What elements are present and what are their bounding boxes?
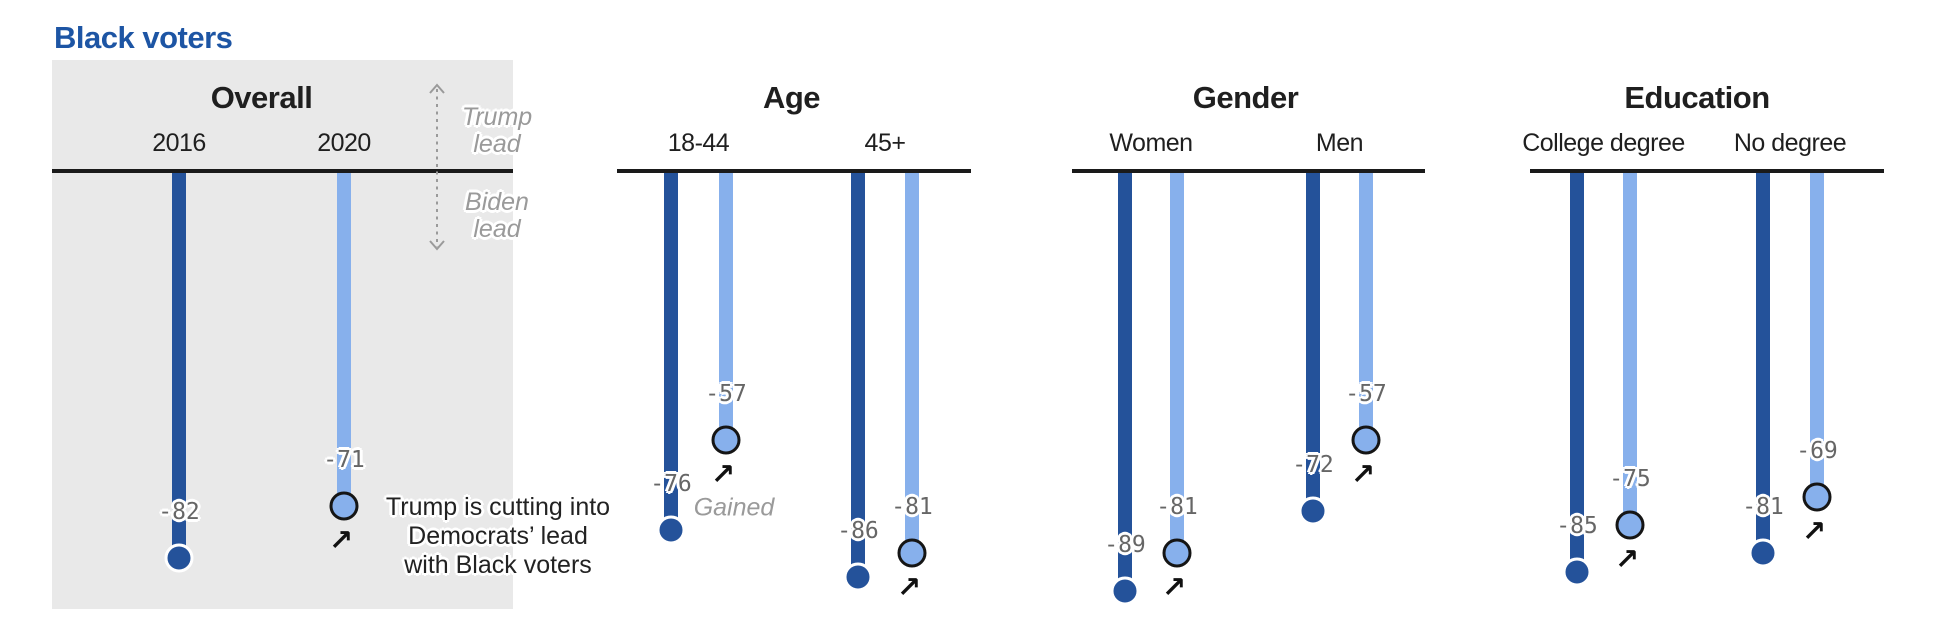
gained-arrow-icon: ↗ [710, 457, 736, 491]
gained-note: Gained [693, 493, 775, 522]
trend-annotation-line: Trump is cutting into [385, 493, 611, 521]
biden-lead-line: Biden [465, 188, 529, 216]
section-title-age: Age [762, 80, 821, 115]
group-label: Men [1315, 129, 1364, 157]
endpoint-2020 [897, 538, 927, 568]
lead-direction-arrow-icon [429, 83, 445, 251]
bar-2016 [172, 171, 186, 558]
gained-arrow-icon: ↗ [1801, 514, 1827, 548]
bar-2020 [1810, 171, 1824, 497]
trend-annotation-line: with Black voters [404, 551, 592, 579]
gained-arrow-icon: ↗ [1614, 542, 1640, 576]
zero-baseline-education [1530, 169, 1884, 173]
zero-baseline-gender [1072, 169, 1425, 173]
endpoint-2016 [1298, 496, 1328, 526]
trend-annotation-line: Democrats’ lead [408, 522, 588, 550]
zero-baseline-overall [52, 169, 513, 173]
bar-2016 [1306, 171, 1320, 511]
value-label: -89 [1104, 532, 1146, 558]
trump-lead-label: Trump lead [462, 104, 532, 158]
value-label: -69 [1796, 438, 1838, 464]
endpoint-2016 [164, 543, 194, 573]
endpoint-2020 [711, 425, 741, 455]
endpoint-2020 [1351, 425, 1381, 455]
bar-2020 [1359, 171, 1373, 440]
value-label: -85 [1556, 513, 1598, 539]
biden-lead-label: Biden lead [465, 189, 529, 243]
group-label: 2016 [152, 129, 206, 157]
endpoint-2016 [1110, 576, 1140, 606]
section-title-education: Education [1624, 80, 1770, 115]
bar-2016 [664, 171, 678, 530]
endpoint-2020 [329, 491, 359, 521]
bar-2016 [1756, 171, 1770, 553]
value-label: -72 [1292, 452, 1334, 478]
endpoint-2020 [1615, 510, 1645, 540]
bar-2020 [905, 171, 919, 553]
endpoint-2016 [1562, 557, 1592, 587]
trump-lead-line: Trump [461, 103, 533, 131]
gained-arrow-icon: ↗ [1161, 570, 1187, 604]
gained-arrow-icon: ↗ [328, 523, 354, 557]
trump-lead-line: lead [473, 130, 521, 158]
group-label: 18-44 [667, 129, 730, 157]
group-label: 2020 [317, 129, 371, 157]
gained-arrow-icon: ↗ [1350, 457, 1376, 491]
bar-2020 [1170, 171, 1184, 553]
biden-lead-line: lead [473, 215, 521, 243]
section-title-gender: Gender [1192, 80, 1299, 115]
value-label: -75 [1609, 466, 1651, 492]
bar-2020 [337, 171, 351, 506]
trend-annotation: Trump is cutting into Democrats’ lead wi… [386, 493, 610, 580]
value-label: -86 [837, 518, 879, 544]
value-label: -57 [1345, 381, 1387, 407]
bar-2016 [1118, 171, 1132, 591]
chart-title: Black voters [54, 20, 233, 55]
gained-arrow-icon: ↗ [896, 570, 922, 604]
group-label: 45+ [864, 129, 906, 157]
value-label: -76 [650, 471, 692, 497]
endpoint-2020 [1802, 482, 1832, 512]
bar-2020 [719, 171, 733, 440]
value-label: -82 [158, 499, 200, 525]
value-label: -81 [1742, 494, 1784, 520]
endpoint-2020 [1162, 538, 1192, 568]
group-label: College degree [1522, 129, 1685, 157]
bar-2016 [851, 171, 865, 577]
zero-baseline-age [617, 169, 971, 173]
section-title-overall: Overall [210, 80, 313, 115]
group-label: Women [1109, 129, 1193, 157]
endpoint-2016 [1748, 538, 1778, 568]
value-label: -71 [323, 447, 365, 473]
value-label: -81 [891, 494, 933, 520]
endpoint-2016 [656, 515, 686, 545]
value-label: -57 [705, 381, 747, 407]
group-label: No degree [1733, 129, 1847, 157]
value-label: -81 [1156, 494, 1198, 520]
endpoint-2016 [843, 562, 873, 592]
bar-2016 [1570, 171, 1584, 572]
bar-2020 [1623, 171, 1637, 525]
